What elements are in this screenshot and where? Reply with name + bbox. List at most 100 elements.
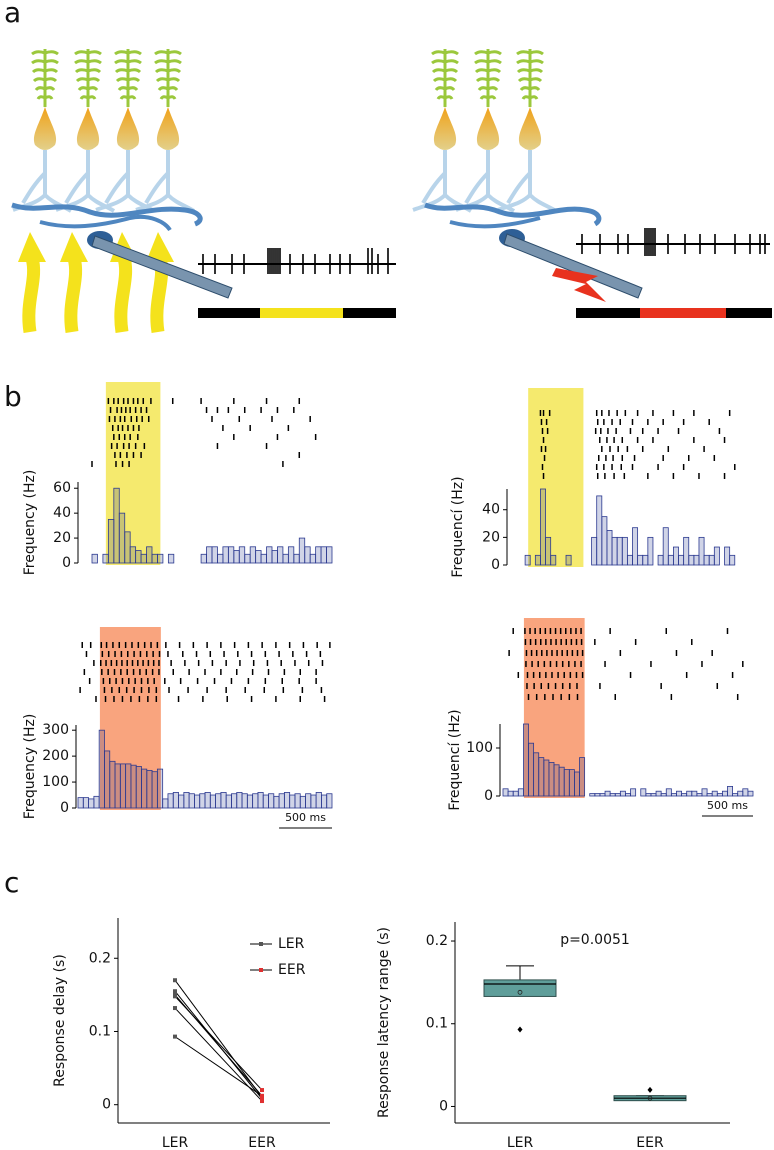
bar — [632, 527, 639, 566]
bar — [304, 546, 311, 564]
y-axis-label: Frequency (Hz) — [22, 714, 38, 820]
bar — [568, 769, 575, 797]
bar — [533, 752, 540, 797]
y-tick-label: 20 — [53, 530, 71, 546]
bar — [315, 546, 322, 564]
marker — [173, 989, 177, 994]
schematic-left-part — [11, 47, 73, 213]
bar — [124, 531, 131, 564]
bar — [502, 788, 509, 797]
y-tick-label: 40 — [53, 505, 71, 521]
bar — [178, 794, 185, 809]
bar — [125, 763, 132, 809]
bar — [538, 757, 545, 797]
pair-line — [174, 979, 263, 1098]
bar — [524, 554, 531, 566]
y-tick-label: 0 — [102, 1097, 111, 1113]
bar — [91, 553, 98, 564]
bar — [204, 792, 211, 809]
bar — [249, 546, 257, 564]
bar — [260, 553, 267, 564]
bar — [599, 793, 606, 797]
legend-label: LER — [278, 936, 305, 952]
bar — [206, 546, 213, 564]
schematic-left-part — [146, 232, 174, 262]
bar — [565, 554, 572, 566]
bar — [326, 793, 333, 809]
bar — [742, 788, 749, 797]
bar — [625, 793, 631, 797]
schematic-right-part — [581, 228, 766, 256]
bar — [107, 518, 115, 564]
bar — [528, 742, 535, 797]
bar — [227, 546, 235, 564]
bar — [670, 793, 677, 797]
schematic-right-part — [576, 308, 640, 318]
bar — [640, 788, 647, 797]
y-tick-label: 0.2 — [426, 933, 448, 949]
bar — [156, 768, 164, 809]
bar — [135, 550, 142, 564]
bar — [637, 554, 644, 566]
bar — [650, 793, 657, 797]
bar — [545, 536, 552, 566]
bar — [268, 793, 275, 809]
bar — [217, 553, 224, 564]
bar — [167, 553, 175, 564]
bar — [299, 795, 306, 809]
bar — [113, 487, 120, 564]
schematic-right — [411, 47, 772, 318]
bar — [708, 554, 715, 566]
bar — [220, 792, 227, 809]
schematic-left-part — [64, 256, 83, 334]
schematic-left-part — [114, 256, 133, 334]
y-tick-label: 0 — [484, 788, 493, 804]
bar — [747, 790, 754, 797]
y-axis-label: Response latency range (s) — [376, 927, 392, 1118]
bar — [271, 550, 278, 564]
bar — [266, 546, 273, 564]
bar — [194, 794, 201, 809]
bar — [727, 786, 733, 797]
bar — [211, 546, 218, 564]
bar — [630, 788, 637, 797]
bar — [601, 516, 608, 566]
y-tick-label: 100 — [42, 774, 69, 790]
bar — [146, 546, 153, 564]
bar — [691, 790, 698, 797]
bar — [589, 793, 596, 797]
bar — [238, 546, 246, 564]
bar — [233, 550, 240, 564]
bar — [711, 790, 718, 797]
bar — [141, 768, 148, 809]
bar — [118, 512, 126, 564]
bar — [523, 723, 529, 797]
bar — [540, 488, 546, 566]
bar — [662, 527, 669, 566]
y-tick-label: 0 — [60, 800, 69, 816]
bar — [563, 769, 570, 797]
schematic-right-part — [640, 308, 726, 318]
bar — [88, 798, 95, 809]
marker — [260, 1093, 264, 1098]
bar — [252, 793, 259, 809]
bar — [283, 792, 291, 809]
bar — [724, 546, 731, 566]
outlier — [647, 1086, 653, 1093]
bar — [698, 536, 705, 566]
bar — [553, 764, 560, 797]
bar — [135, 766, 142, 809]
bar — [188, 793, 195, 809]
y-tick-label: 200 — [42, 748, 69, 764]
bar — [246, 794, 254, 809]
bar — [678, 554, 685, 566]
bar — [606, 530, 613, 566]
bar — [673, 546, 679, 566]
x-tick-label: EER — [248, 1135, 276, 1150]
bar — [732, 793, 739, 797]
bar — [104, 750, 111, 809]
bar — [619, 790, 626, 797]
bar — [146, 769, 153, 809]
bar — [244, 553, 251, 564]
scale-bar-label: 500 ms — [285, 811, 326, 824]
